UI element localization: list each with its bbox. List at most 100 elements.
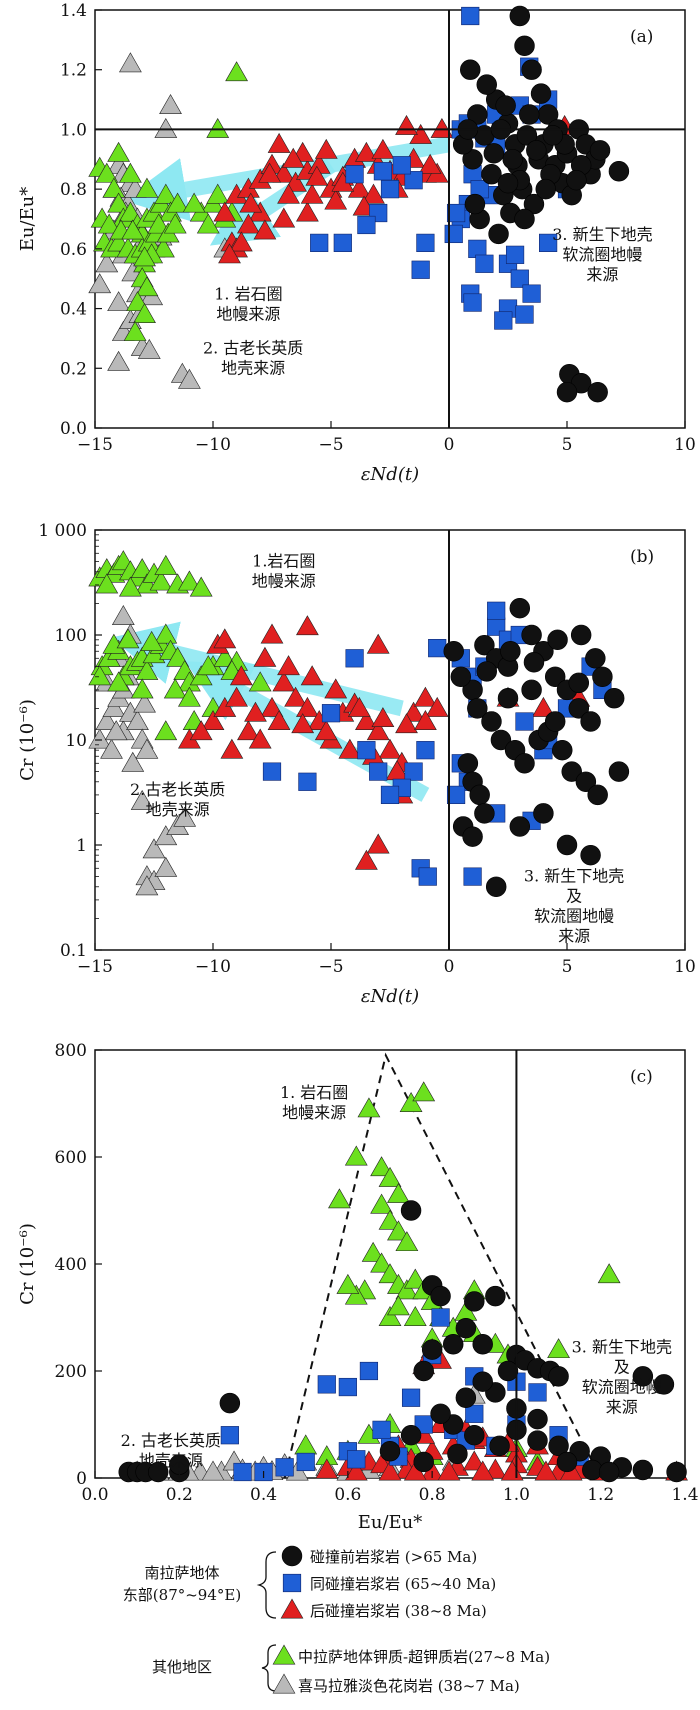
post-collision-point <box>314 138 338 159</box>
pre-collision-point <box>530 83 552 104</box>
central-lhasa-point <box>403 1306 427 1326</box>
syn-collision-point <box>347 1450 366 1469</box>
source-annotation: 及 <box>614 1357 630 1376</box>
syn-collision-point <box>528 1383 547 1402</box>
himalaya-point <box>107 291 130 312</box>
himalaya-point <box>126 710 149 730</box>
source-annotation: 2.古老长英质 <box>130 780 225 799</box>
central-lhasa-point <box>336 1273 360 1294</box>
post-collision-point <box>272 207 296 228</box>
pre-collision-point <box>469 784 490 806</box>
pre-collision-point <box>472 1334 493 1355</box>
pre-collision-point <box>519 104 540 125</box>
pre-collision-point <box>462 149 483 170</box>
himalaya-point <box>88 273 112 294</box>
syn-collision-point <box>296 1452 315 1472</box>
pre-collision-point <box>476 661 497 682</box>
post-collision-point <box>296 696 319 717</box>
central-lhasa-point <box>378 1209 402 1230</box>
post-collision-point <box>418 153 442 174</box>
pre-collision-point <box>509 5 531 27</box>
syn-collision-point <box>446 785 466 805</box>
post-collision-point <box>300 665 324 686</box>
syn-collision-point <box>431 1308 450 1327</box>
legend-group2-items: 中拉萨地体钾质-超钾质岩(27~8 Ma) 喜马拉雅淡色花岗岩 (38~7 Ma) <box>272 1644 550 1695</box>
pre-collision-point <box>632 1366 654 1387</box>
syn-collision-point <box>494 311 513 330</box>
post-collision-point <box>281 147 305 168</box>
post-collision-point <box>366 833 390 854</box>
pre-collision-point <box>561 761 582 782</box>
post-collision-point <box>462 1450 486 1471</box>
panel-b-points <box>88 550 630 898</box>
syn-collision-point <box>515 305 534 324</box>
post-collision-point <box>189 720 213 741</box>
post-collision-point <box>220 738 244 759</box>
y-tick-label: 0.8 <box>60 180 87 200</box>
pre-collision-point <box>472 1371 493 1392</box>
x-tick-label: 0 <box>444 435 455 455</box>
syn-collision-point <box>357 741 376 760</box>
source-annotation: 1.岩石圈 <box>252 551 315 570</box>
y-tick-label: 10 <box>65 731 87 751</box>
legend-group1-brace <box>256 1551 277 1619</box>
y-tick-label: 0.2 <box>60 359 87 379</box>
post-collision-point <box>338 738 362 759</box>
central-lhasa-point <box>344 1145 368 1166</box>
syn-collision-point <box>345 649 364 668</box>
pre-collision-point <box>580 844 601 866</box>
central-lhasa-point <box>378 1166 402 1187</box>
central-lhasa-point <box>178 686 201 707</box>
pre-collision-point <box>379 1441 401 1462</box>
x-tick-label: 0.6 <box>334 1485 361 1505</box>
y-tick-label: 1 000 <box>38 521 87 541</box>
pre-collision-point <box>527 1430 548 1451</box>
post-collision-point <box>267 132 291 153</box>
post-collision-point <box>244 701 267 722</box>
central-lhasa-point <box>387 1182 410 1203</box>
himalaya-point <box>88 728 112 749</box>
pre-collision-point <box>570 624 592 646</box>
pre-collision-point <box>533 803 554 824</box>
central-lhasa-point <box>370 1193 393 1214</box>
central-lhasa-point <box>135 659 159 680</box>
syn-collision-point <box>233 1462 252 1482</box>
himalaya-point <box>130 789 154 810</box>
pre-collision-point <box>523 652 545 673</box>
central-lhasa-point <box>149 570 173 591</box>
central-lhasa-point <box>225 61 248 82</box>
himalaya-point <box>142 838 166 859</box>
pre-collision-point <box>483 143 505 164</box>
pre-collision-point <box>544 666 566 688</box>
pre-collision-point <box>489 1435 510 1457</box>
pre-collision-point <box>450 666 472 688</box>
source-annotation: 来源 <box>586 265 618 284</box>
syn-collision-point <box>401 1388 421 1407</box>
central-lhasa-point <box>163 678 187 699</box>
panel-a-x-label: εNd(t) <box>361 464 419 485</box>
pre-collision-point <box>455 1317 477 1339</box>
pre-collision-point <box>556 1451 578 1473</box>
central-lhasa-point <box>294 1434 318 1455</box>
post-collision-point <box>277 655 300 676</box>
source-annotation: 3. 新生下地壳 <box>524 866 624 885</box>
pre-collision-point <box>521 624 542 646</box>
himalaya-point <box>119 52 142 73</box>
central-lhasa-point <box>547 1338 570 1359</box>
pre-collision-point <box>556 381 578 403</box>
himalaya-point <box>107 350 130 371</box>
syn-collision-point <box>444 224 463 244</box>
pre-collision-point <box>467 698 488 719</box>
syn-collision-point <box>428 639 447 658</box>
syn-collision-point <box>262 762 282 781</box>
himalaya-point <box>159 94 182 115</box>
post-collision-point <box>355 141 378 162</box>
post-collision-point <box>225 686 248 707</box>
pre-collision-point <box>447 1443 468 1465</box>
post-collision-point <box>534 1460 558 1481</box>
himalaya-point <box>95 252 119 273</box>
central-lhasa-point <box>378 1263 402 1284</box>
central-lhasa-point <box>154 720 178 741</box>
pre-collision-point <box>485 1285 506 1307</box>
central-lhasa-point <box>95 573 119 594</box>
